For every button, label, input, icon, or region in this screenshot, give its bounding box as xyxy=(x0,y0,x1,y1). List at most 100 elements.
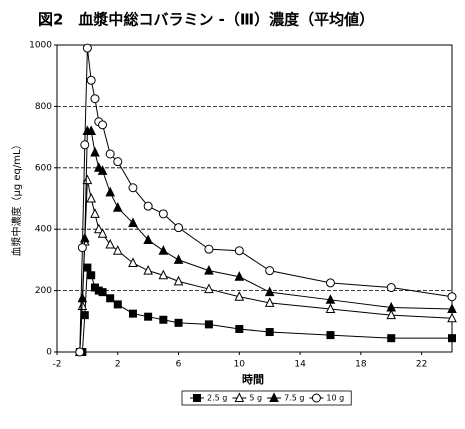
data-point xyxy=(77,292,88,303)
y-axis-label: 血漿中濃度（μg eq/mL） xyxy=(10,139,23,256)
data-point xyxy=(447,292,457,302)
y-tick-label: 800 xyxy=(35,102,52,112)
data-point xyxy=(105,149,115,159)
data-point xyxy=(234,246,244,256)
data-point xyxy=(234,271,245,281)
data-point xyxy=(173,254,184,264)
data-point xyxy=(325,278,335,288)
data-point xyxy=(204,244,214,254)
data-point xyxy=(83,263,92,272)
data-point xyxy=(79,232,90,243)
legend-item: 10 g xyxy=(309,393,344,403)
legend-marker xyxy=(269,392,279,402)
plot-frame xyxy=(56,44,453,353)
data-point xyxy=(106,294,115,303)
legend: 2.5 g 5 g 7.5 g 10 g xyxy=(181,390,352,406)
data-point xyxy=(86,192,96,203)
x-tick-label: 22 xyxy=(416,360,427,370)
data-point xyxy=(158,269,169,280)
data-point xyxy=(447,312,457,323)
data-point xyxy=(326,331,335,340)
data-point xyxy=(82,43,92,53)
data-point xyxy=(128,183,138,193)
data-point xyxy=(174,318,183,327)
x-tick-label: 18 xyxy=(355,360,367,370)
legend-label: 10 g xyxy=(326,394,344,403)
data-point xyxy=(158,209,168,219)
data-point xyxy=(128,257,138,267)
data-point xyxy=(105,186,115,197)
data-point xyxy=(93,223,104,234)
data-point xyxy=(128,309,137,318)
y-tick-label: 400 xyxy=(35,225,52,235)
data-point xyxy=(143,265,153,275)
data-point xyxy=(174,223,184,233)
data-point xyxy=(97,165,108,175)
data-point xyxy=(386,309,397,320)
data-point xyxy=(86,125,96,135)
y-tick-label: 1000 xyxy=(29,41,52,51)
data-point xyxy=(159,315,168,324)
data-point xyxy=(325,294,336,304)
x-tick-label: 6 xyxy=(176,360,182,370)
data-point xyxy=(264,297,275,307)
data-point xyxy=(112,245,123,255)
data-point xyxy=(128,217,138,228)
legend-marker xyxy=(311,393,321,403)
legend-item: 5 g xyxy=(232,392,262,403)
data-point xyxy=(112,202,123,212)
data-point xyxy=(75,347,85,357)
data-point xyxy=(204,283,214,294)
data-point xyxy=(143,201,153,211)
data-point xyxy=(265,328,274,337)
chart-title: 図2 血漿中総コバラミン -（Ⅲ）濃度（平均値） xyxy=(38,11,374,29)
y-tick-label: 600 xyxy=(35,163,52,173)
data-point xyxy=(90,146,100,157)
x-axis-label: 時間 xyxy=(242,372,264,386)
data-point xyxy=(158,245,169,255)
data-point xyxy=(173,275,184,286)
data-point xyxy=(90,94,100,104)
data-point xyxy=(82,174,93,185)
data-point xyxy=(97,228,108,238)
x-tick-label: 14 xyxy=(294,360,306,370)
data-point xyxy=(264,286,275,297)
x-tick-label: -2 xyxy=(53,360,62,370)
legend-box xyxy=(181,390,352,406)
x-tick-label: 10 xyxy=(234,360,246,370)
legend-label: 7.5 g xyxy=(284,394,304,403)
data-point xyxy=(90,208,100,218)
data-point xyxy=(235,324,244,333)
data-point xyxy=(386,301,397,312)
legend-label: 5 g xyxy=(249,394,262,403)
data-point xyxy=(447,303,457,314)
y-tick-label: 0 xyxy=(46,348,52,358)
data-point xyxy=(77,243,87,253)
data-point xyxy=(325,303,336,314)
legend-marker xyxy=(234,392,245,402)
data-point xyxy=(204,320,213,329)
legend-label: 2.5 g xyxy=(207,394,227,403)
data-point xyxy=(265,266,275,276)
data-point xyxy=(113,157,123,167)
data-point xyxy=(204,265,214,275)
data-point xyxy=(387,334,396,343)
x-tick-label: 2 xyxy=(115,360,121,370)
data-point xyxy=(386,283,396,293)
data-point xyxy=(143,234,153,244)
legend-item: 2.5 g xyxy=(190,394,227,403)
data-point xyxy=(98,288,107,297)
data-point xyxy=(113,300,122,309)
data-point xyxy=(87,271,96,280)
data-point xyxy=(80,140,90,150)
series-line xyxy=(79,48,453,353)
data-point xyxy=(86,75,96,85)
legend-marker xyxy=(193,394,201,402)
data-point xyxy=(448,334,456,343)
data-point xyxy=(234,291,245,301)
y-tick-label: 200 xyxy=(35,286,52,296)
data-point xyxy=(98,120,108,130)
legend-item: 7.5 g xyxy=(267,392,304,403)
data-point xyxy=(144,312,153,321)
